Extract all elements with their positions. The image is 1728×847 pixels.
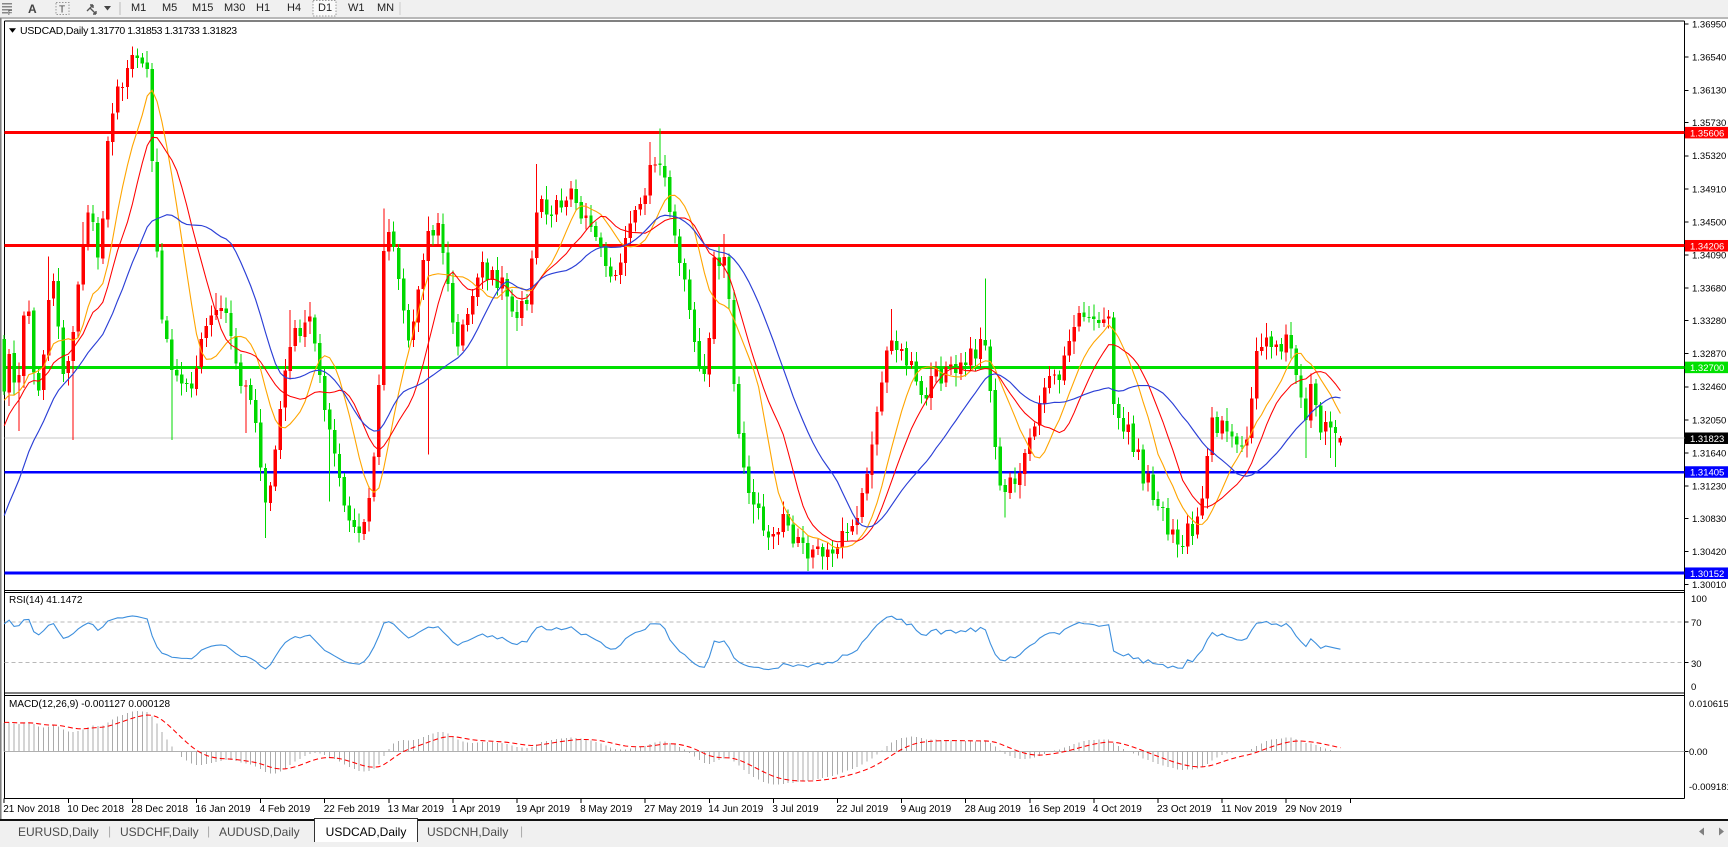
svg-text:0.010615: 0.010615 — [1689, 699, 1728, 710]
svg-text:A: A — [28, 2, 37, 16]
svg-text:1.36540: 1.36540 — [1692, 53, 1726, 64]
svg-text:14 Jun 2019: 14 Jun 2019 — [708, 804, 763, 815]
svg-text:13 Mar 2019: 13 Mar 2019 — [388, 804, 445, 815]
svg-text:16 Sep 2019: 16 Sep 2019 — [1029, 804, 1086, 815]
svg-text:11 Nov 2019: 11 Nov 2019 — [1221, 804, 1277, 815]
svg-text:1.30420: 1.30420 — [1692, 547, 1726, 558]
svg-text:1.30010: 1.30010 — [1692, 580, 1726, 591]
svg-text:T: T — [59, 5, 65, 16]
svg-text:1.30830: 1.30830 — [1692, 514, 1726, 525]
svg-text:23 Oct 2019: 23 Oct 2019 — [1157, 804, 1212, 815]
svg-text:0: 0 — [1691, 682, 1696, 693]
svg-text:1.34500: 1.34500 — [1692, 217, 1726, 228]
svg-text:1.31230: 1.31230 — [1692, 482, 1726, 493]
svg-text:19 Apr 2019: 19 Apr 2019 — [516, 804, 570, 815]
svg-text:9 Aug 2019: 9 Aug 2019 — [901, 804, 952, 815]
svg-text:1.32700: 1.32700 — [1690, 363, 1724, 374]
svg-text:4 Oct 2019: 4 Oct 2019 — [1093, 804, 1142, 815]
svg-text:F: F — [8, 10, 12, 17]
svg-text:1.34090: 1.34090 — [1692, 251, 1726, 262]
svg-text:1.33680: 1.33680 — [1692, 284, 1726, 295]
svg-text:1.34910: 1.34910 — [1692, 184, 1726, 195]
svg-text:1.36950: 1.36950 — [1692, 19, 1726, 30]
svg-text:0.00: 0.00 — [1689, 747, 1708, 758]
svg-text:1.36130: 1.36130 — [1692, 86, 1726, 97]
svg-text:27 May 2019: 27 May 2019 — [644, 804, 702, 815]
svg-text:1.31405: 1.31405 — [1690, 468, 1724, 479]
svg-text:28 Aug 2019: 28 Aug 2019 — [965, 804, 1022, 815]
svg-text:70: 70 — [1691, 618, 1702, 629]
svg-text:1.33280: 1.33280 — [1692, 316, 1726, 327]
svg-text:1.32460: 1.32460 — [1692, 382, 1726, 393]
svg-text:1.31823: 1.31823 — [1690, 434, 1724, 445]
svg-text:1.32050: 1.32050 — [1692, 415, 1726, 426]
svg-text:USDCAD,Daily: USDCAD,Daily — [20, 25, 89, 37]
svg-text:22 Jul 2019: 22 Jul 2019 — [837, 804, 889, 815]
svg-text:4 Feb 2019: 4 Feb 2019 — [260, 804, 311, 815]
svg-text:1 Apr 2019: 1 Apr 2019 — [452, 804, 501, 815]
svg-text:100: 100 — [1691, 594, 1707, 605]
svg-text:22 Feb 2019: 22 Feb 2019 — [324, 804, 381, 815]
svg-text:1.32870: 1.32870 — [1692, 349, 1726, 360]
svg-text:28 Dec 2018: 28 Dec 2018 — [131, 804, 188, 815]
svg-text:1.31770 1.31853 1.31733 1.3182: 1.31770 1.31853 1.31733 1.31823 — [90, 25, 237, 37]
svg-text:1.35730: 1.35730 — [1692, 118, 1726, 129]
svg-text:30: 30 — [1691, 659, 1702, 670]
svg-text:8 May 2019: 8 May 2019 — [580, 804, 633, 815]
svg-text:1.30152: 1.30152 — [1690, 569, 1724, 580]
svg-text:1.35320: 1.35320 — [1692, 151, 1726, 162]
svg-text:-0.009181: -0.009181 — [1689, 782, 1728, 793]
svg-text:1.34206: 1.34206 — [1690, 241, 1724, 252]
svg-text:3 Jul 2019: 3 Jul 2019 — [772, 804, 819, 815]
svg-text:MACD(12,26,9) -0.001127 0.0001: MACD(12,26,9) -0.001127 0.000128 — [9, 699, 170, 710]
svg-text:21 Nov 2018: 21 Nov 2018 — [3, 804, 60, 815]
svg-text:29 Nov 2019: 29 Nov 2019 — [1285, 804, 1342, 815]
svg-text:10 Dec 2018: 10 Dec 2018 — [67, 804, 124, 815]
svg-text:1.31640: 1.31640 — [1692, 448, 1726, 459]
svg-text:16 Jan 2019: 16 Jan 2019 — [196, 804, 251, 815]
svg-text:RSI(14) 41.1472: RSI(14) 41.1472 — [9, 595, 83, 606]
svg-text:1.35606: 1.35606 — [1690, 128, 1724, 139]
